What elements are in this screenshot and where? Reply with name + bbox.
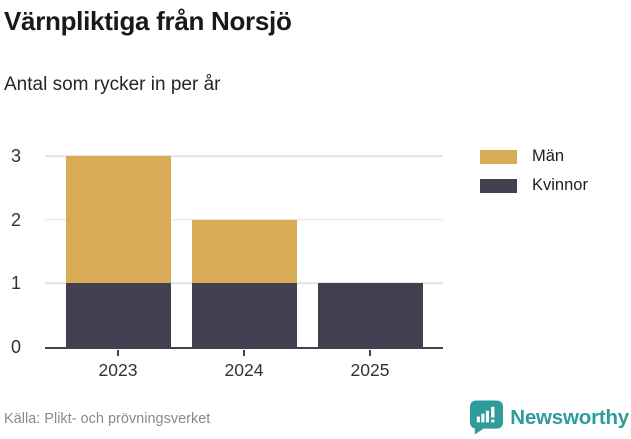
- x-tick-mark: [117, 350, 119, 356]
- x-tick-label: 2023: [98, 360, 138, 380]
- bar-segment-kvinnor: [191, 283, 297, 347]
- gridline: [45, 155, 443, 157]
- bar-segment-kvinnor: [65, 283, 171, 347]
- legend-label: Män: [532, 147, 565, 165]
- plot-area: [45, 155, 443, 349]
- legend-item-men: Män: [480, 147, 588, 166]
- legend-item-women: Kvinnor: [480, 176, 588, 195]
- x-tick-2024: 2024: [192, 350, 297, 381]
- legend: Män Kvinnor: [480, 147, 588, 195]
- newsworthy-logo-icon: [470, 400, 504, 435]
- bar-segment-kvinnor: [317, 283, 423, 347]
- chart-subtitle: Antal som rycker in per år: [4, 74, 221, 95]
- newsworthy-logo[interactable]: Newsworthy: [470, 400, 629, 435]
- y-tick-label: 1: [10, 273, 21, 294]
- y-tick-label: 3: [10, 146, 21, 166]
- source-text: Källa: Plikt- och prövningsverket: [4, 411, 211, 427]
- bar-2025: [317, 156, 423, 347]
- y-tick-label: 2: [10, 209, 21, 230]
- bar-segment-män: [191, 219, 297, 284]
- x-tick-mark: [243, 350, 245, 356]
- x-tick-2025: 2025: [318, 350, 423, 381]
- gridline: [45, 218, 443, 221]
- legend-label: Kvinnor: [532, 176, 588, 194]
- bar-2024: [191, 156, 297, 347]
- bars-row: [45, 156, 443, 347]
- x-tick-2023: 2023: [66, 350, 171, 381]
- bar-2023: [65, 156, 171, 347]
- x-axis-row: 2023 2024 2025: [45, 350, 443, 381]
- chart-title: Värnpliktiga från Norsjö: [4, 6, 292, 36]
- legend-swatch: [480, 149, 517, 164]
- x-tick-label: 2025: [350, 360, 390, 380]
- y-tick-label: 0: [10, 337, 21, 357]
- y-axis-labels: 0 1 2 3: [0, 146, 34, 357]
- legend-swatch: [480, 178, 517, 193]
- x-tick-label: 2024: [224, 360, 264, 380]
- brand-name: Newsworthy: [510, 405, 629, 429]
- x-tick-mark: [369, 350, 371, 356]
- bar-segment-män: [65, 156, 171, 284]
